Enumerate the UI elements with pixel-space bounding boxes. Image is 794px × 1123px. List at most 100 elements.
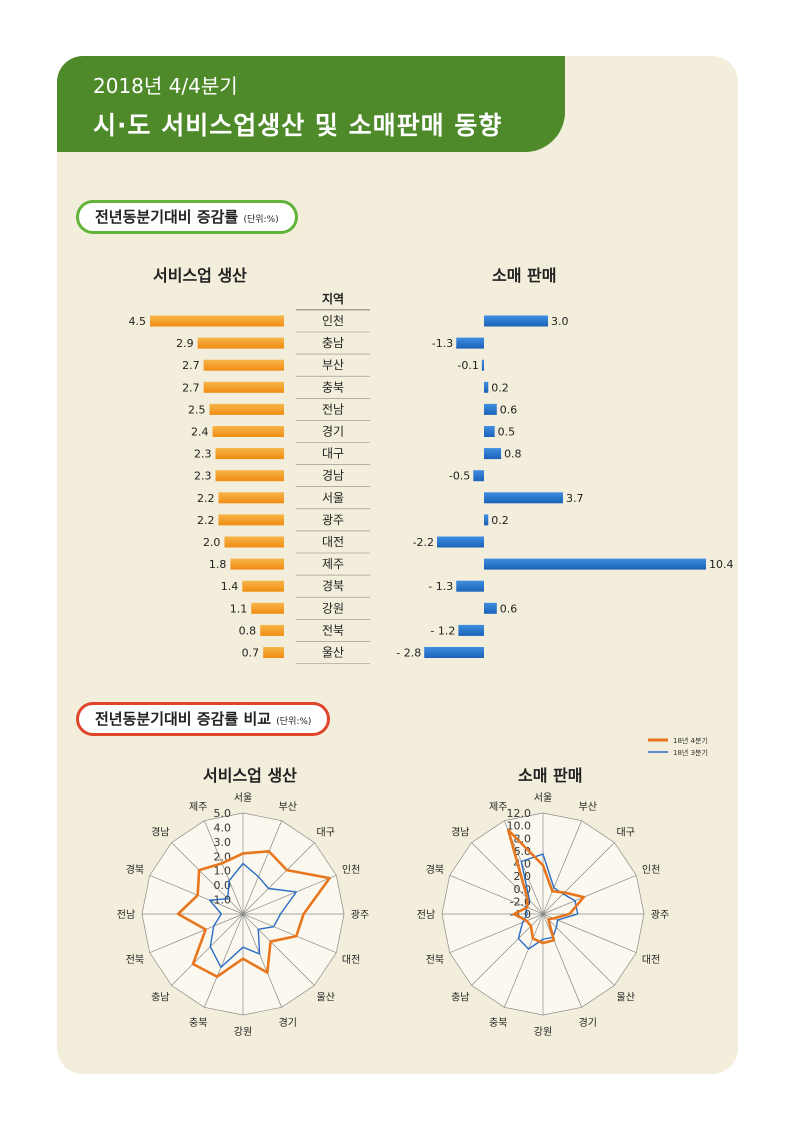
- service-value-label: 2.2: [197, 492, 215, 505]
- region-label: 경기: [322, 425, 344, 439]
- radar-axis-label: 광주: [351, 909, 369, 921]
- radar-spoke: [171, 913, 244, 986]
- retail-value-label: 0.5: [498, 426, 516, 439]
- retail-bar: [456, 337, 484, 349]
- service-bar: [242, 580, 284, 592]
- section1-unit: (단위:%): [243, 215, 279, 225]
- service-bar: [150, 315, 284, 327]
- radar-tick-label: 4.0: [214, 821, 232, 834]
- retail-value-label: - 1.3: [428, 580, 453, 593]
- service-value-label: 2.7: [182, 381, 200, 394]
- retail-value-label: 0.8: [504, 448, 521, 461]
- radar-axis-label: 전북: [126, 954, 144, 966]
- region-label: 경북: [322, 579, 344, 593]
- retail-bar: [484, 426, 495, 437]
- retail-value-label: - 1.2: [430, 624, 455, 637]
- radar-tick-label: -1.0: [210, 894, 231, 907]
- radar-spoke: [542, 842, 615, 915]
- section2-label: 전년동분기대비 증감률 비교 (단위:%): [76, 702, 331, 736]
- radar-axis-label: 경기: [279, 1016, 297, 1029]
- region-label: 서울: [322, 491, 344, 505]
- radar-axis-label: 제주: [189, 801, 207, 813]
- retail-bar: [481, 359, 484, 371]
- service-bar: [215, 448, 284, 460]
- radar-spoke: [149, 913, 244, 953]
- radar-axis-label: 강원: [534, 1026, 552, 1038]
- retail-bar: [484, 602, 497, 614]
- radar-axis-label: 경남: [151, 825, 169, 838]
- service-bar: [203, 381, 284, 393]
- service-bar: [212, 426, 284, 437]
- retail-bar: [424, 647, 484, 658]
- right-radar-title: 소매 판매: [518, 766, 583, 785]
- radar-axis-label: 대구: [617, 826, 635, 838]
- radar-axis-label: 강원: [234, 1026, 252, 1038]
- region-label: 인천: [322, 313, 344, 328]
- radar-spoke: [542, 913, 615, 986]
- service-bar: [224, 536, 284, 548]
- retail-value-label: -0.1: [457, 359, 478, 372]
- radar-axis-label: 대전: [642, 954, 660, 966]
- region-label: 대전: [322, 535, 344, 549]
- header-year: 2018년 4/4분기: [93, 74, 238, 98]
- retail-bar: [484, 514, 489, 526]
- service-value-label: 2.4: [191, 426, 209, 439]
- service-bar: [251, 602, 284, 614]
- radar-axis-label: 대구: [317, 826, 335, 838]
- radar-spoke: [242, 875, 337, 915]
- radar-axis-label: 부산: [579, 801, 597, 813]
- service-bar: [260, 624, 284, 636]
- radar-spoke: [171, 842, 244, 915]
- service-value-label: 0.7: [242, 647, 260, 660]
- radar-spoke: [542, 875, 637, 915]
- retail-bar: [484, 492, 563, 504]
- region-label: 충북: [322, 380, 344, 394]
- retail-bar: [484, 448, 502, 460]
- service-value-label: 4.5: [129, 315, 147, 328]
- radar-spoke: [242, 842, 315, 915]
- radar-axis-label: 대전: [342, 954, 360, 966]
- retail-value-label: -0.5: [449, 470, 470, 483]
- radar-axis-label: 전남: [417, 909, 435, 921]
- retail-value-label: 3.7: [566, 492, 584, 505]
- retail-bar: [484, 558, 706, 570]
- radar-axis-label: 울산: [317, 992, 335, 1004]
- retail-bar: [473, 470, 484, 482]
- radar-axis-label: 충북: [189, 1017, 207, 1029]
- radar-axis-label: 충남: [151, 992, 169, 1004]
- region-label: 전북: [322, 623, 344, 637]
- radar-axis-label: 부산: [279, 801, 297, 813]
- service-bar: [197, 337, 284, 349]
- service-value-label: 2.5: [188, 403, 206, 416]
- radar-spoke: [542, 820, 582, 915]
- service-value-label: 2.9: [176, 337, 194, 350]
- radar-axis-label: 경남: [451, 825, 469, 838]
- radar-spoke: [204, 820, 244, 915]
- region-label: 대구: [322, 447, 344, 461]
- retail-value-label: -1.3: [432, 337, 453, 350]
- radar-axis-label: 전북: [426, 954, 444, 966]
- section1-label-text: 전년동분기대비 증감률: [95, 208, 239, 226]
- region-label: 충남: [322, 336, 344, 350]
- service-value-label: 0.8: [239, 624, 257, 637]
- section1-label: 전년동분기대비 증감률 (단위:%): [76, 200, 298, 234]
- service-bar: [218, 492, 284, 504]
- radar-tick-label: 10.0: [507, 820, 532, 833]
- retail-bar: [437, 536, 484, 548]
- radar-axis-label: 경북: [126, 863, 144, 876]
- service-value-label: 2.2: [197, 514, 215, 527]
- service-value-label: 2.0: [203, 536, 221, 549]
- retail-value-label: 0.2: [491, 381, 509, 394]
- service-value-label: 1.4: [221, 580, 239, 593]
- radar-tick-label: -2.0: [510, 895, 531, 908]
- retail-bar: [484, 403, 497, 415]
- retail-value-label: 0.6: [500, 602, 518, 615]
- radar-spoke: [204, 913, 244, 1008]
- radar-axis-label: 충남: [451, 992, 469, 1004]
- radar-axis-label: 경북: [426, 863, 444, 876]
- radar-series-q3: [208, 862, 298, 969]
- region-label: 전남: [322, 402, 344, 416]
- radar-axis-label: 제주: [489, 801, 507, 813]
- retail-value-label: 10.4: [709, 558, 734, 571]
